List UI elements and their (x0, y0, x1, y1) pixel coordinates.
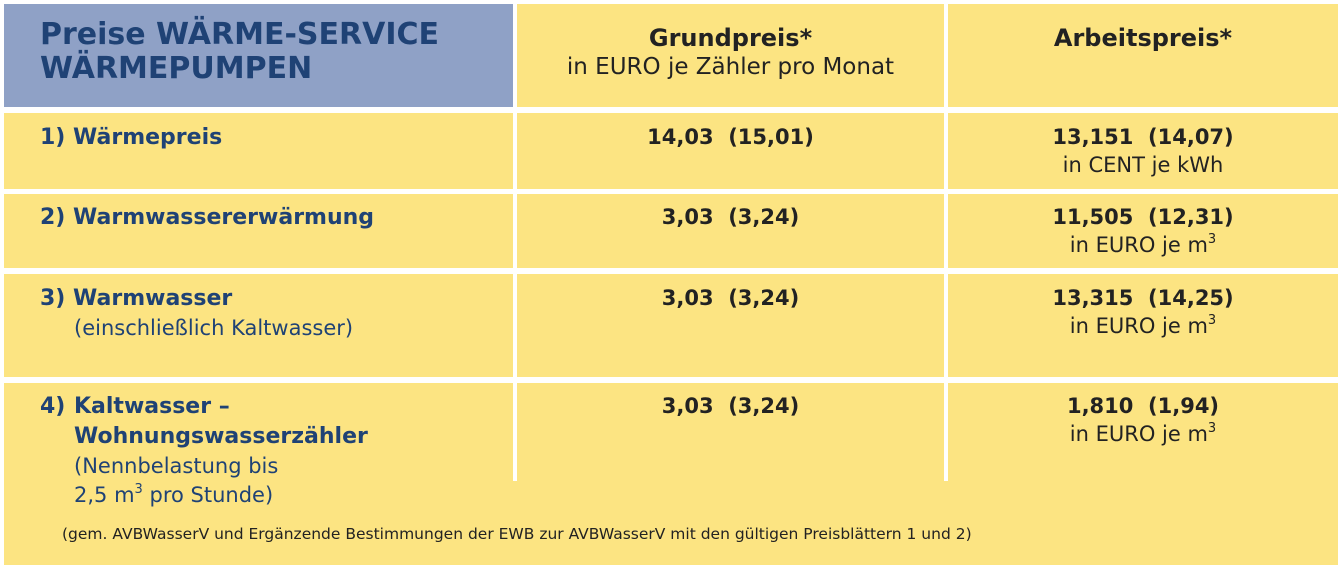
row2-arbeitspreis: 11,505 (12,31) (1052, 205, 1234, 229)
arbeitspreis-title: Arbeitspreis* (1053, 24, 1233, 52)
row2-label: 2) Warmwassererwärmung (40, 205, 375, 230)
header-grundpreis: Grundpreis* in EURO je Zähler pro Monat (517, 4, 944, 107)
row4-label-prefix: 4) (40, 394, 66, 419)
row4-unit: in EURO je m3 (1069, 421, 1217, 446)
grundpreis-subtitle: in EURO je Zähler pro Monat (566, 54, 895, 80)
row4-label: Kaltwasser – (74, 394, 230, 419)
row1-unit: in CENT je kWh (1062, 153, 1224, 177)
row4-label-sub: (Nennbelastung bis (74, 454, 279, 478)
grundpreis-title: Grundpreis* (648, 24, 813, 52)
row2-arbeitspreis-cell: 11,505 (12,31) in EURO je m3 (948, 194, 1338, 268)
row4-label-sub2: 2,5 m3 pro Stunde) (74, 482, 274, 507)
header-arbeitspreis: Arbeitspreis* (948, 4, 1338, 107)
table-title-line2: WÄRMEPUMPEN (40, 51, 313, 86)
row4-divider-1 (513, 383, 517, 481)
table-title-cell: Preise WÄRME-SERVICE WÄRMEPUMPEN (4, 4, 513, 107)
row4-arbeitspreis-cell: 1,810 (1,94) in EURO je m3 (948, 383, 1338, 448)
row2-grundpreis-cell: 3,03 (3,24) (517, 194, 944, 268)
row2-label-cell: 2) Warmwassererwärmung (4, 194, 513, 268)
row4-grundpreis-cell: 3,03 (3,24) (517, 383, 944, 420)
row3-unit: in EURO je m3 (1069, 313, 1217, 338)
row2-grundpreis: 3,03 (3,24) (661, 205, 800, 229)
row2-unit: in EURO je m3 (1069, 232, 1217, 257)
row3-grundpreis-cell: 3,03 (3,24) (517, 274, 944, 377)
row4-label-cell: 4) Kaltwasser – Wohnungswasserzähler (Ne… (4, 383, 513, 510)
row1-label: 1) Wärmepreis (40, 125, 223, 150)
row3-label-cell: 3) Warmwasser (einschließlich Kaltwasser… (4, 274, 513, 377)
row3-arbeitspreis-cell: 13,315 (14,25) in EURO je m3 (948, 274, 1338, 377)
row3-label: 3) Warmwasser (40, 286, 233, 311)
row3-arbeitspreis: 13,315 (14,25) (1052, 286, 1234, 310)
footnote: (gem. AVBWasserV und Ergänzende Bestimmu… (62, 525, 972, 543)
row4-arbeitspreis: 1,810 (1,94) (1066, 394, 1220, 418)
table-title-line1: Preise WÄRME-SERVICE (40, 17, 440, 52)
row4-divider-2 (944, 383, 948, 481)
row4-background (4, 383, 1338, 565)
row4-label-line1: 4) Kaltwasser – (40, 392, 513, 422)
row4-label-line2: Wohnungswasserzähler (74, 424, 368, 449)
row3-grundpreis: 3,03 (3,24) (661, 286, 800, 310)
row1-arbeitspreis: 13,151 (14,07) (1052, 125, 1234, 149)
row3-label-sub: (einschließlich Kaltwasser) (74, 316, 354, 340)
row1-arbeitspreis-cell: 13,151 (14,07) in CENT je kWh (948, 113, 1338, 189)
row1-label-cell: 1) Wärmepreis (4, 113, 513, 189)
row1-grundpreis-cell: 14,03 (15,01) (517, 113, 944, 189)
row4-grundpreis: 3,03 (3,24) (661, 394, 800, 418)
row1-grundpreis: 14,03 (15,01) (647, 125, 814, 149)
